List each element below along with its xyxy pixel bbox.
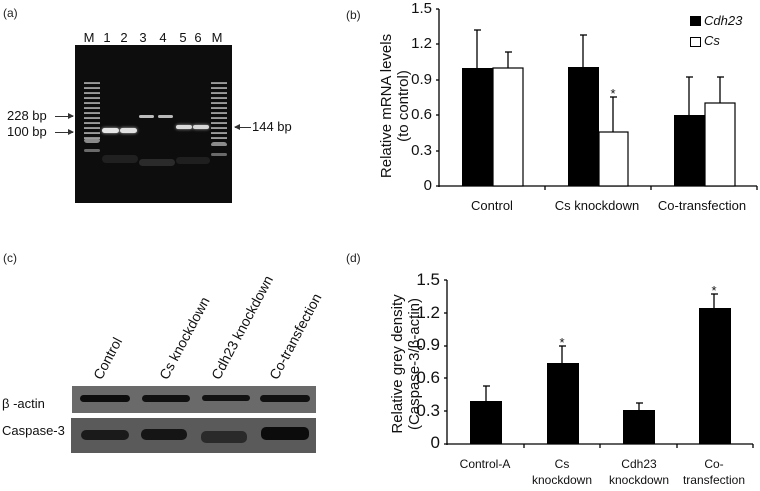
y-tick-label: 1.5 [411,0,432,17]
y-tick-label: 1.5 [416,270,440,289]
legend-swatch-cs [690,37,701,47]
ladder-band [84,79,100,143]
blot-row-label-caspase3: Caspase-3 [2,423,65,438]
blot-strip-caspase3 [71,418,316,453]
gel-haze [139,159,175,166]
legend-swatch-cdh23 [690,16,701,26]
panel-d-label: (d) [346,251,361,265]
significance-star: * [559,335,565,350]
lane-label: 1 [103,30,111,45]
marker-228bp-label: 228 bp [7,108,47,123]
ladder-band [84,149,100,152]
chart-b-plot [436,8,758,190]
legend-label-cs: Cs [704,33,720,48]
marker-144bp-label: 144 bp [252,119,292,134]
bar-co-transfection [699,293,731,444]
panel-c-label: (c) [3,251,17,265]
gel-haze [176,157,210,164]
marker-100bp-label: 100 bp [7,124,47,139]
gel-band-lane5 [176,125,192,129]
ladder-band [211,79,227,143]
significance-star: * [711,283,717,298]
x-tick-label: Co- transfection [682,457,746,487]
y-tick-label: 0.6 [416,368,440,387]
ladder-band [211,153,227,156]
y-tick-label: 0 [423,177,432,194]
panel-b-label: (b) [346,8,361,22]
bar-cs [704,102,736,187]
x-tick-label: Control-A [459,457,511,471]
arrow-right-icon [55,113,74,119]
gel-haze [102,155,138,163]
gel-band-lane3 [139,115,154,118]
bar-cs [598,131,629,187]
y-tick-label: 0.3 [411,142,432,159]
gel-lane-labels: M 1 2 3 4 5 6 M [0,0,330,50]
bar-cdh23-knockdown [623,402,655,444]
y-tick-label: 0.9 [411,71,432,88]
y-tick-label: 0.3 [416,401,440,420]
x-tick-label: Cdh23 knockdown [608,457,670,487]
lane-label: 4 [159,30,167,45]
bar-cs-knockdown [547,345,579,444]
y-tick-label: 1.2 [416,303,440,322]
arrow-left-icon [234,124,251,130]
gel-band-lane4 [158,115,173,118]
ladder-band [84,139,100,142]
blot-row-label-beta-actin: β -actin [2,396,45,411]
y-tick-label: 0 [430,433,440,452]
legend-label-cdh23: Cdh23 [704,13,743,28]
panel-a-label: (a) [3,6,18,20]
lane-label: 6 [194,30,202,45]
gel-image [75,45,232,203]
x-tick-label: Cs knockdown [554,198,640,213]
arrow-right-icon [55,129,74,135]
ladder-band [211,143,227,146]
lane-label: 5 [179,30,187,45]
lane-label: M [83,30,95,45]
bar-cdh23 [568,67,599,186]
y-tick-label: 0.6 [411,106,432,123]
blot-strip-beta-actin [72,386,316,413]
x-tick-label: Cs knockdown [531,457,593,487]
y-tick-label: 0.9 [416,335,440,354]
bar-group-co-transfection [674,76,736,187]
lane-label: 3 [139,30,147,45]
bar-cs [492,67,524,187]
lane-label: 2 [120,30,128,45]
bar-group-control [462,29,524,187]
y-tick-label: 1.2 [411,35,432,52]
bar-cdh23 [462,68,493,186]
gel-band-lane1 [102,128,119,133]
bar-cdh23 [674,115,705,186]
bar-control-a [470,385,502,444]
bar-group-cs-knockdown [568,34,629,187]
lane-label: M [211,30,223,45]
gel-band-lane6 [193,125,209,129]
x-tick-label: Co-transfection [657,198,747,213]
gel-band-lane2 [120,128,137,133]
significance-star: * [610,86,616,101]
x-tick-label: Control [471,198,513,213]
